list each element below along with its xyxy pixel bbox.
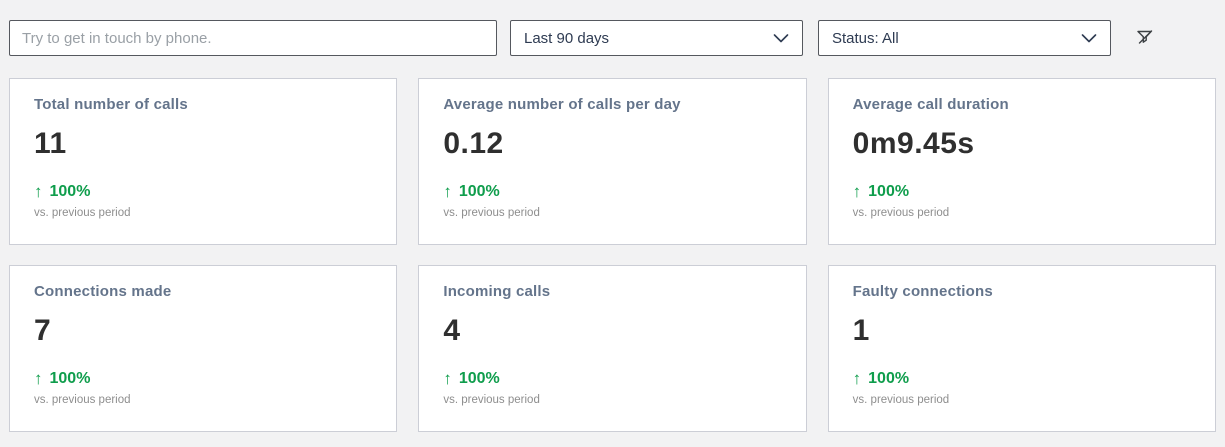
card-note: vs. previous period bbox=[852, 394, 950, 406]
arrow-up-icon: ↑ bbox=[852, 182, 862, 201]
trend-percent: 100% bbox=[49, 183, 91, 200]
trend-percent: 100% bbox=[49, 370, 91, 387]
trend-percent: 100% bbox=[868, 183, 910, 200]
card-note: vs. previous period bbox=[443, 207, 540, 219]
search-input[interactable] bbox=[9, 20, 497, 56]
arrow-up-icon: ↑ bbox=[34, 182, 43, 201]
card-title: Connections made bbox=[34, 283, 172, 300]
arrow-up-icon: ↑ bbox=[443, 369, 452, 388]
status-dropdown[interactable]: Status: All bbox=[818, 20, 1111, 56]
card-title: Average call duration bbox=[852, 96, 1009, 113]
kpi-card-avg-calls-per-day: Average number of calls per day 0.12 ↑ 1… bbox=[418, 78, 807, 245]
arrow-up-icon: ↑ bbox=[443, 182, 452, 201]
card-note: vs. previous period bbox=[34, 207, 131, 219]
date-range-value: Last 90 days bbox=[524, 29, 610, 47]
kpi-card-connections-made: Connections made 7 ↑ 100% vs. previous p… bbox=[9, 265, 398, 432]
trend-percent: 100% bbox=[458, 370, 500, 387]
card-note: vs. previous period bbox=[34, 394, 131, 406]
card-value: 0m9.45s bbox=[852, 127, 975, 160]
card-trend: ↑ 100% bbox=[443, 182, 781, 202]
card-trend: ↑ 100% bbox=[34, 369, 372, 389]
card-value: 11 bbox=[34, 127, 67, 160]
chevron-down-icon bbox=[1081, 33, 1097, 43]
card-note: vs. previous period bbox=[443, 394, 540, 406]
filter-slash-icon bbox=[1134, 26, 1156, 51]
card-value: 4 bbox=[443, 314, 461, 347]
card-trend: ↑ 100% bbox=[34, 182, 372, 202]
kpi-card-total-calls: Total number of calls 11 ↑ 100% vs. prev… bbox=[9, 78, 398, 245]
card-title: Total number of calls bbox=[34, 96, 188, 113]
kpi-card-incoming-calls: Incoming calls 4 ↑ 100% vs. previous per… bbox=[418, 265, 807, 432]
trend-percent: 100% bbox=[458, 183, 500, 200]
filter-toolbar: Last 90 days Status: All bbox=[0, 0, 1225, 56]
chevron-down-icon bbox=[773, 33, 789, 43]
card-title: Average number of calls per day bbox=[443, 96, 681, 113]
date-range-dropdown[interactable]: Last 90 days bbox=[510, 20, 803, 56]
card-value: 0.12 bbox=[443, 127, 504, 160]
card-title: Faulty connections bbox=[852, 283, 993, 300]
card-trend: ↑ 100% bbox=[853, 182, 1191, 202]
kpi-card-faulty-connections: Faulty connections 1 ↑ 100% vs. previous… bbox=[827, 265, 1216, 432]
kpi-card-avg-call-duration: Average call duration 0m9.45s ↑ 100% vs.… bbox=[827, 78, 1216, 245]
card-note: vs. previous period bbox=[852, 207, 950, 219]
kpi-cards-grid: Total number of calls 11 ↑ 100% vs. prev… bbox=[0, 56, 1225, 432]
trend-percent: 100% bbox=[868, 370, 910, 387]
clear-filters-button[interactable] bbox=[1130, 23, 1160, 53]
status-value: Status: All bbox=[832, 29, 899, 47]
card-value: 1 bbox=[852, 314, 870, 347]
card-value: 7 bbox=[34, 314, 52, 347]
card-trend: ↑ 100% bbox=[853, 369, 1191, 389]
arrow-up-icon: ↑ bbox=[34, 369, 43, 388]
arrow-up-icon: ↑ bbox=[852, 369, 862, 388]
card-trend: ↑ 100% bbox=[443, 369, 781, 389]
card-title: Incoming calls bbox=[443, 283, 551, 300]
